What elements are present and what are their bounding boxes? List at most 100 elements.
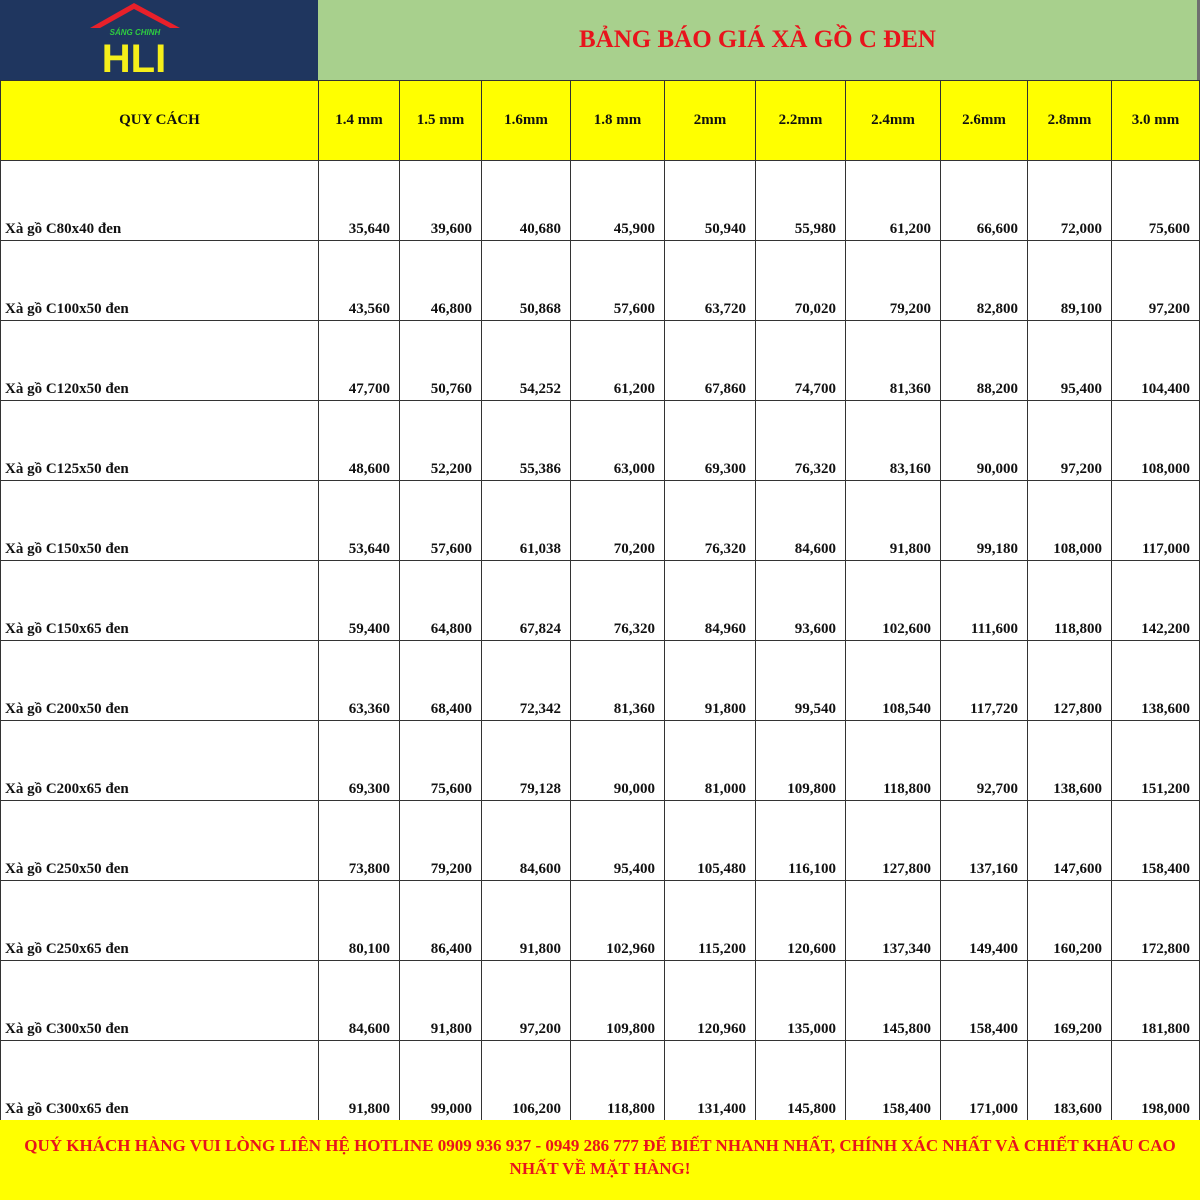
price-cell: 91,800 bbox=[318, 1040, 400, 1121]
price-cell: 160,200 bbox=[1027, 880, 1112, 961]
product-name-cell: Xà gồ C200x50 đen bbox=[0, 640, 319, 721]
price-cell: 147,600 bbox=[1027, 800, 1112, 881]
price-cell: 40,680 bbox=[481, 160, 571, 241]
price-cell: 118,800 bbox=[1027, 560, 1112, 641]
price-cell: 115,200 bbox=[664, 880, 756, 961]
price-cell: 118,800 bbox=[845, 720, 941, 801]
price-cell: 109,800 bbox=[570, 960, 665, 1041]
price-cell: 158,400 bbox=[1111, 800, 1200, 881]
table-row: Xà gồ C100x50 đen 43,560 46,800 50,868 57,60… bbox=[0, 240, 1200, 321]
price-cell: 82,800 bbox=[940, 240, 1028, 321]
price-cell: 198,000 bbox=[1111, 1040, 1200, 1121]
price-cell: 131,400 bbox=[664, 1040, 756, 1121]
price-cell: 47,700 bbox=[318, 320, 400, 401]
product-name-cell: Xà gồ C250x65 đen bbox=[0, 880, 319, 961]
product-name-cell: Xà gồ C80x40 đen bbox=[0, 160, 319, 241]
price-cell: 138,600 bbox=[1111, 640, 1200, 721]
price-cell: 91,800 bbox=[481, 880, 571, 961]
price-cell: 75,600 bbox=[399, 720, 482, 801]
price-cell: 181,800 bbox=[1111, 960, 1200, 1041]
price-cell: 55,386 bbox=[481, 400, 571, 481]
price-cell: 171,000 bbox=[940, 1040, 1028, 1121]
price-cell: 54,252 bbox=[481, 320, 571, 401]
table-header-row: QUY CÁCH 1.4 mm 1.5 mm 1.6mm 1.8 mm 2mm 2.2mm 2… bbox=[0, 80, 1200, 161]
price-cell: 145,800 bbox=[755, 1040, 846, 1121]
price-cell: 72,000 bbox=[1027, 160, 1112, 241]
price-cell: 84,600 bbox=[481, 800, 571, 881]
price-cell: 72,342 bbox=[481, 640, 571, 721]
column-header: 2.6mm bbox=[940, 80, 1028, 161]
price-cell: 61,200 bbox=[570, 320, 665, 401]
column-header: 2.4mm bbox=[845, 80, 941, 161]
price-cell: 89,100 bbox=[1027, 240, 1112, 321]
price-cell: 149,400 bbox=[940, 880, 1028, 961]
price-cell: 108,540 bbox=[845, 640, 941, 721]
price-cell: 93,600 bbox=[755, 560, 846, 641]
price-cell: 74,700 bbox=[755, 320, 846, 401]
price-cell: 172,800 bbox=[1111, 880, 1200, 961]
product-name-cell: Xà gồ C150x65 đen bbox=[0, 560, 319, 641]
price-cell: 86,400 bbox=[399, 880, 482, 961]
price-cell: 67,824 bbox=[481, 560, 571, 641]
price-cell: 111,600 bbox=[940, 560, 1028, 641]
table-row: Xà gồ C150x50 đen 53,640 57,600 61,038 70,20… bbox=[0, 480, 1200, 561]
price-cell: 50,760 bbox=[399, 320, 482, 401]
price-cell: 48,600 bbox=[318, 400, 400, 481]
price-cell: 97,200 bbox=[481, 960, 571, 1041]
price-cell: 69,300 bbox=[664, 400, 756, 481]
price-cell: 39,600 bbox=[399, 160, 482, 241]
price-cell: 81,360 bbox=[570, 640, 665, 721]
price-cell: 79,200 bbox=[399, 800, 482, 881]
price-cell: 92,700 bbox=[940, 720, 1028, 801]
product-name-cell: Xà gồ C120x50 đen bbox=[0, 320, 319, 401]
price-cell: 59,400 bbox=[318, 560, 400, 641]
price-cell: 95,400 bbox=[1027, 320, 1112, 401]
price-cell: 70,020 bbox=[755, 240, 846, 321]
price-cell: 63,000 bbox=[570, 400, 665, 481]
price-cell: 106,200 bbox=[481, 1040, 571, 1121]
price-cell: 183,600 bbox=[1027, 1040, 1112, 1121]
product-name-cell: Xà gồ C125x50 đen bbox=[0, 400, 319, 481]
price-cell: 99,540 bbox=[755, 640, 846, 721]
price-cell: 83,160 bbox=[845, 400, 941, 481]
price-cell: 81,000 bbox=[664, 720, 756, 801]
column-header: 1.6mm bbox=[481, 80, 571, 161]
price-cell: 145,800 bbox=[845, 960, 941, 1041]
price-cell: 76,320 bbox=[664, 480, 756, 561]
price-cell: 79,200 bbox=[845, 240, 941, 321]
price-cell: 137,340 bbox=[845, 880, 941, 961]
column-header: 2mm bbox=[664, 80, 756, 161]
price-cell: 70,200 bbox=[570, 480, 665, 561]
price-cell: 84,600 bbox=[755, 480, 846, 561]
price-cell: 97,200 bbox=[1111, 240, 1200, 321]
column-header: QUY CÁCH bbox=[0, 80, 319, 161]
table-row: Xà gồ C80x40 đen 35,640 39,600 40,680 45,900… bbox=[0, 160, 1200, 241]
column-header: 3.0 mm bbox=[1111, 80, 1200, 161]
price-cell: 138,600 bbox=[1027, 720, 1112, 801]
column-header: 1.5 mm bbox=[399, 80, 482, 161]
svg-text:SÁNG CHINH: SÁNG CHINH bbox=[110, 28, 161, 37]
price-cell: 69,300 bbox=[318, 720, 400, 801]
table-row: Xà gồ C300x65 đen 91,800 99,000 106,200 118,… bbox=[0, 1040, 1200, 1121]
price-cell: 90,000 bbox=[570, 720, 665, 801]
product-name-cell: Xà gồ C200x65 đen bbox=[0, 720, 319, 801]
price-cell: 57,600 bbox=[399, 480, 482, 561]
price-cell: 102,600 bbox=[845, 560, 941, 641]
price-cell: 61,200 bbox=[845, 160, 941, 241]
hotline-footer: QUÝ KHÁCH HÀNG VUI LÒNG LIÊN HỆ HOTLINE … bbox=[0, 1120, 1200, 1200]
price-cell: 46,800 bbox=[399, 240, 482, 321]
table-row: Xà gồ C120x50 đen 47,700 50,760 54,252 61,20… bbox=[0, 320, 1200, 401]
price-cell: 84,960 bbox=[664, 560, 756, 641]
price-cell: 118,800 bbox=[570, 1040, 665, 1121]
price-cell: 35,640 bbox=[318, 160, 400, 241]
price-cell: 79,128 bbox=[481, 720, 571, 801]
price-cell: 63,360 bbox=[318, 640, 400, 721]
price-cell: 120,960 bbox=[664, 960, 756, 1041]
product-name-cell: Xà gồ C300x65 đen bbox=[0, 1040, 319, 1121]
price-cell: 117,000 bbox=[1111, 480, 1200, 561]
price-cell: 158,400 bbox=[940, 960, 1028, 1041]
price-cell: 43,560 bbox=[318, 240, 400, 321]
price-cell: 45,900 bbox=[570, 160, 665, 241]
price-cell: 99,000 bbox=[399, 1040, 482, 1121]
price-cell: 91,800 bbox=[664, 640, 756, 721]
